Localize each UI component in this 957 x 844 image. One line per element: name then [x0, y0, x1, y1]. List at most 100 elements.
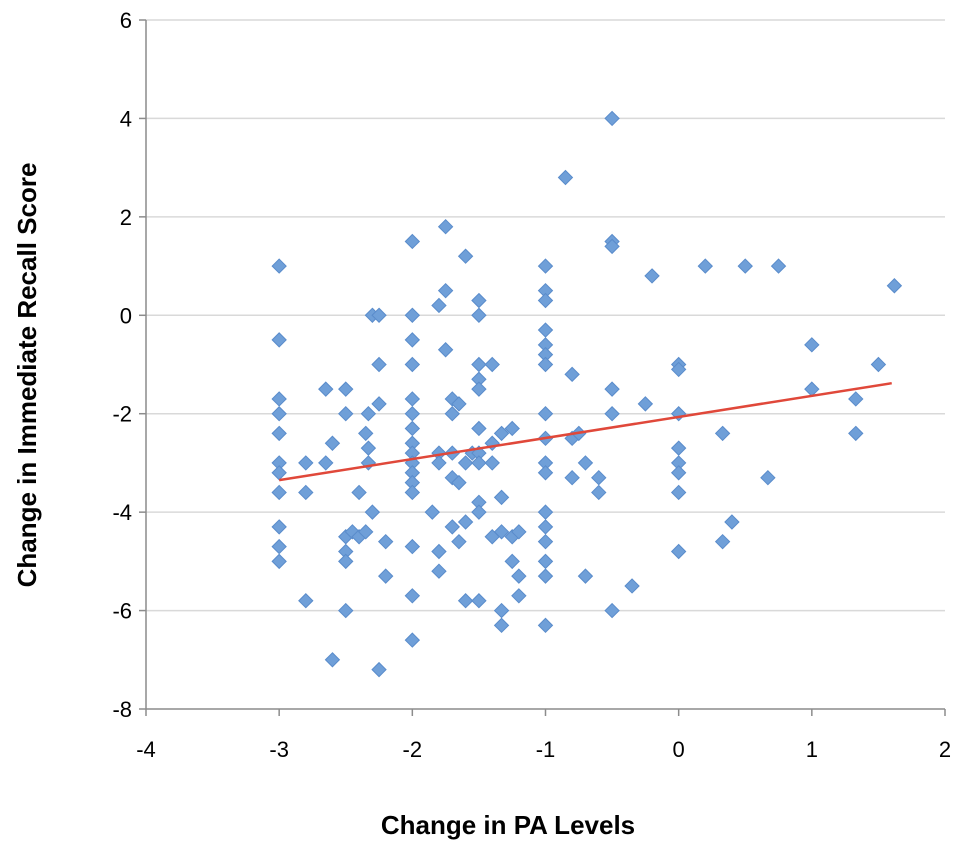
data-point-97 [493, 617, 510, 634]
data-point-42 [404, 332, 421, 348]
data-point-116 [537, 519, 554, 535]
data-point-61 [431, 563, 447, 579]
data-point-142 [670, 440, 687, 456]
data-point-153 [770, 258, 787, 274]
data-point-129 [591, 484, 607, 501]
data-point-154 [804, 337, 820, 353]
data-point-140 [670, 361, 687, 378]
data-point-41 [404, 307, 421, 323]
data-point-134 [604, 406, 620, 422]
data-point-46 [404, 420, 421, 437]
data-point-59 [431, 455, 447, 471]
y-tick-label-2: -4 [112, 500, 132, 525]
data-point-19 [338, 406, 354, 422]
data-point-3 [271, 406, 287, 422]
data-point-71 [451, 533, 467, 550]
data-point-122 [564, 366, 580, 383]
data-point-96 [493, 602, 510, 619]
data-point-104 [537, 258, 554, 274]
data-point-55 [404, 632, 421, 648]
data-point-45 [404, 406, 421, 422]
data-point-133 [604, 381, 620, 397]
data-point-83 [471, 420, 487, 437]
data-point-126 [577, 455, 594, 471]
data-point-8 [271, 519, 287, 535]
data-point-28 [358, 425, 374, 442]
data-point-146 [670, 543, 687, 560]
data-point-27 [358, 524, 374, 540]
data-point-111 [537, 406, 554, 422]
data-point-6 [271, 465, 287, 481]
data-point-34 [371, 307, 387, 323]
y-axis-title: Change in Immediate Recall Score [12, 163, 42, 588]
x-tick-label-3: -1 [536, 737, 556, 762]
data-point-82 [471, 381, 487, 397]
data-point-103 [511, 588, 527, 604]
data-point-132 [604, 238, 620, 255]
data-point-152 [760, 469, 776, 486]
axes [139, 19, 946, 716]
data-point-36 [371, 396, 387, 412]
x-tick-label-6: 2 [939, 737, 951, 762]
data-point-150 [724, 514, 740, 530]
data-point-72 [451, 474, 467, 491]
data-point-7 [271, 484, 287, 501]
data-point-85 [471, 455, 487, 471]
data-point-157 [848, 425, 864, 442]
data-point-145 [670, 484, 687, 501]
data-point-10 [271, 553, 287, 570]
data-point-135 [604, 602, 620, 619]
data-point-110 [537, 356, 554, 373]
data-point-130 [604, 110, 620, 127]
data-point-75 [457, 514, 474, 530]
data-point-78 [471, 292, 487, 309]
tick-labels: -8 -6 -4 -2 0 2 4 6 -4 -3 -2 -1 0 1 2 [112, 8, 951, 762]
data-point-137 [637, 396, 654, 412]
data-point-94 [493, 489, 510, 506]
y-tick-label-0: -8 [112, 697, 132, 722]
data-point-151 [737, 258, 753, 274]
data-point-54 [404, 588, 421, 604]
data-point-91 [484, 455, 500, 471]
data-point-64 [437, 342, 454, 358]
data-point-52 [404, 484, 421, 501]
data-point-70 [451, 396, 467, 412]
data-point-127 [577, 568, 594, 584]
data-point-73 [457, 248, 474, 264]
data-point-43 [404, 356, 421, 373]
data-point-18 [338, 381, 354, 397]
data-point-80 [471, 356, 487, 373]
data-point-22 [338, 553, 354, 570]
data-point-9 [271, 538, 287, 555]
data-point-87 [471, 504, 487, 520]
y-tick-label-5: 2 [120, 205, 132, 230]
data-point-11 [298, 455, 314, 471]
data-point-35 [371, 356, 387, 373]
data-point-159 [886, 278, 903, 294]
data-point-148 [714, 425, 731, 442]
data-point-138 [644, 268, 660, 284]
data-point-149 [714, 533, 731, 550]
data-point-39 [377, 568, 394, 584]
data-point-63 [437, 282, 454, 299]
trendline-group [278, 381, 892, 482]
data-point-106 [537, 292, 554, 309]
data-point-120 [537, 617, 554, 634]
data-point-25 [351, 484, 367, 501]
data-point-56 [424, 504, 441, 520]
trendline [278, 381, 892, 482]
data-point-144 [670, 465, 687, 481]
data-point-38 [377, 533, 394, 550]
data-point-33 [364, 504, 381, 520]
data-point-117 [537, 533, 554, 550]
data-point-40 [404, 233, 421, 250]
data-point-156 [848, 391, 864, 407]
data-point-114 [537, 465, 554, 481]
data-point-14 [318, 381, 334, 397]
data-point-17 [324, 652, 341, 668]
x-tick-label-1: -3 [269, 737, 289, 762]
data-point-121 [557, 169, 574, 186]
data-point-69 [444, 519, 460, 535]
data-point-95 [493, 524, 510, 540]
